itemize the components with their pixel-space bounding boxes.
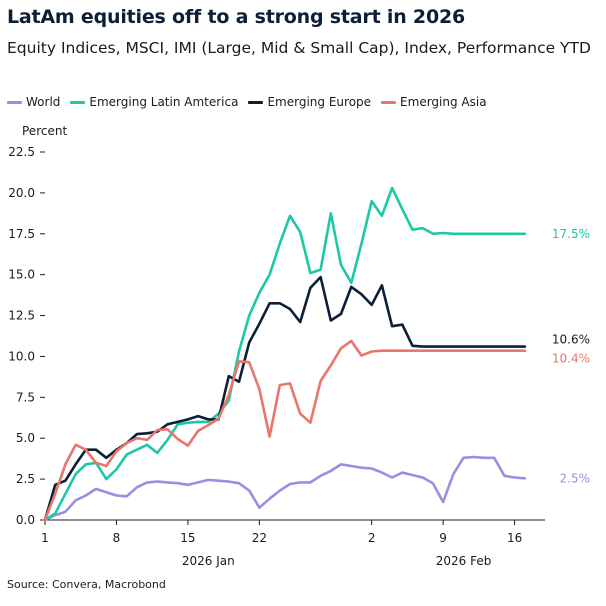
x-month-label: 2026 Feb <box>436 554 492 568</box>
y-tick-label: 12.5 <box>8 309 35 323</box>
legend-item-emerging-europe[interactable]: Emerging Europe <box>248 95 371 109</box>
y-tick-label: 5.0 <box>16 431 35 445</box>
series-line-emerging-asia <box>43 339 527 522</box>
legend-label-emerging-latin-america: Emerging Latin Amterica <box>89 95 239 109</box>
chart-title: LatAm equities off to a strong start in … <box>7 6 466 28</box>
y-tick-label: 22.5 <box>8 145 35 159</box>
legend-swatch-emerging-asia <box>381 100 397 104</box>
end-label-world: 2.5% <box>560 471 591 485</box>
legend-swatch-emerging-europe <box>248 100 264 104</box>
legend-label-emerging-asia: Emerging Asia <box>400 95 487 109</box>
y-tick-label: 2.5 <box>16 472 35 486</box>
y-tick-label: 10.0 <box>8 349 35 363</box>
legend-item-emerging-latin-america[interactable]: Emerging Latin Amterica <box>70 95 238 109</box>
y-tick-label: 7.5 <box>16 390 35 404</box>
series-lines <box>43 186 527 522</box>
y-tick-label: 15.0 <box>8 268 35 282</box>
y-tick-label: 0.0 <box>16 513 35 527</box>
series-line-emerging-latin-amterica <box>43 186 527 522</box>
x-tick-label: 8 <box>113 531 121 545</box>
y-tick-label: 17.5 <box>8 227 35 241</box>
end-label-emerging-europe: 10.6% <box>552 333 590 347</box>
legend-label-world: World <box>26 95 61 109</box>
x-tick-label: 22 <box>252 531 267 545</box>
end-label-emerging-asia: 10.4% <box>552 352 590 366</box>
legend: World Emerging Latin Amterica Emerging E… <box>7 95 497 109</box>
x-tick-label: 16 <box>507 531 522 545</box>
legend-label-emerging-europe: Emerging Europe <box>267 95 372 109</box>
end-label-emerging-latin-amterica: 17.5% <box>552 227 590 241</box>
series-line-emerging-europe <box>43 275 527 522</box>
y-axis-label: Percent <box>22 124 67 138</box>
y-axis: 0.0 2.5 5.0 7.5 10.0 12.5 15.0 17.5 20.0 22.5 <box>8 145 45 527</box>
legend-swatch-world <box>7 100 22 104</box>
legend-item-emerging-asia[interactable]: Emerging Asia <box>381 95 487 109</box>
y-tick-label: 20.0 <box>8 186 35 200</box>
x-tick-label: 2 <box>368 531 376 545</box>
x-tick-label: 9 <box>439 531 447 545</box>
source-note: Source: Convera, Macrobond <box>7 578 166 591</box>
legend-swatch-emerging-latin-america <box>70 100 86 104</box>
x-month-label: 2026 Jan <box>182 554 235 568</box>
legend-item-world[interactable]: World <box>7 95 60 109</box>
x-tick-label: 15 <box>180 531 195 545</box>
series-line-world <box>43 455 527 522</box>
x-tick-label: 1 <box>41 531 49 545</box>
chart-subtitle: Equity Indices, MSCI, IMI (Large, Mid & … <box>7 39 591 57</box>
end-labels: 2.5% 17.5% 10.6% 10.4% <box>552 227 590 486</box>
